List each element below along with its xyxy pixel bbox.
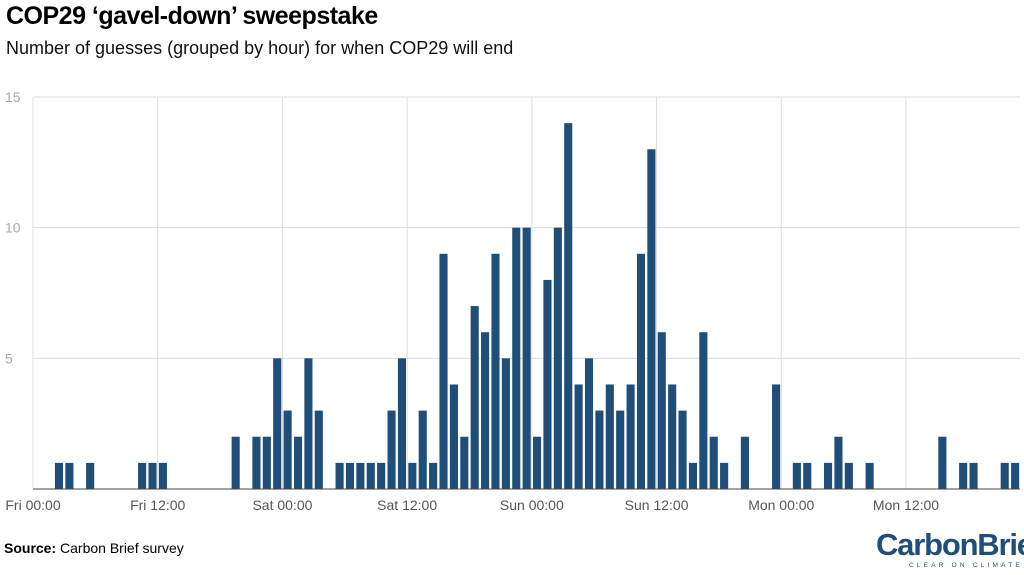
bar[interactable] <box>740 436 749 489</box>
source-text: Carbon Brief survey <box>60 540 184 556</box>
bar[interactable] <box>543 279 552 489</box>
bar[interactable] <box>345 462 355 489</box>
bar[interactable] <box>844 462 853 489</box>
bar[interactable] <box>636 253 646 489</box>
bar[interactable] <box>429 462 438 489</box>
bar[interactable] <box>657 332 666 489</box>
bar[interactable] <box>231 436 240 489</box>
y-tick-labels: 5 10 15 <box>5 89 21 366</box>
bar[interactable] <box>86 462 95 489</box>
bar[interactable] <box>408 462 417 489</box>
bar[interactable] <box>699 332 708 489</box>
y-tick-label: 5 <box>5 350 13 366</box>
bar[interactable] <box>439 253 448 489</box>
x-tick-label: Sun 00:00 <box>500 497 564 513</box>
bar[interactable] <box>449 384 458 489</box>
bar[interactable] <box>65 462 74 489</box>
bar[interactable] <box>138 462 147 489</box>
bar[interactable] <box>668 384 677 489</box>
bar[interactable] <box>397 358 406 489</box>
x-tick-label: Sat 00:00 <box>252 497 312 513</box>
bar[interactable] <box>387 410 396 489</box>
bar[interactable] <box>720 462 729 489</box>
source-note: Source: Carbon Brief survey <box>4 540 184 556</box>
bar[interactable] <box>678 410 687 489</box>
bar-chart: 5 10 15 Fri 00:00 Fri 12:00 Sat 00:00 Sat 12:… <box>5 89 1020 513</box>
bar[interactable] <box>460 436 469 489</box>
bar[interactable] <box>522 227 531 490</box>
x-tick-label: Mon 00:00 <box>748 497 814 513</box>
bar[interactable] <box>574 384 583 489</box>
bar[interactable] <box>969 462 978 489</box>
bar[interactable] <box>959 462 968 489</box>
bar[interactable] <box>584 358 594 489</box>
bar[interactable] <box>335 462 344 489</box>
bar[interactable] <box>564 123 573 489</box>
chart-subtitle: Number of guesses (grouped by hour) for … <box>6 38 514 58</box>
bar[interactable] <box>709 436 718 489</box>
bar[interactable] <box>865 462 874 489</box>
bar[interactable] <box>481 332 490 489</box>
x-tick-label: Fri 00:00 <box>5 497 60 513</box>
bar[interactable] <box>605 384 614 489</box>
bar[interactable] <box>772 384 781 489</box>
bar[interactable] <box>252 436 261 489</box>
chart-title: COP29 ‘gavel-down’ sweepstake <box>6 2 378 30</box>
bar[interactable] <box>470 306 479 489</box>
x-tick-label: Sat 12:00 <box>377 497 437 513</box>
bar[interactable] <box>1000 462 1009 489</box>
bar[interactable] <box>616 410 625 489</box>
bar[interactable] <box>688 462 697 489</box>
x-tick-label: Sun 12:00 <box>625 497 689 513</box>
logo-tagline: CLEAR ON CLIMATE <box>909 562 1023 569</box>
bar[interactable] <box>283 410 292 489</box>
bar[interactable] <box>824 462 833 489</box>
bar[interactable] <box>293 436 303 489</box>
bar[interactable] <box>273 358 282 489</box>
bar[interactable] <box>938 436 947 489</box>
bar[interactable] <box>158 462 167 489</box>
bar[interactable] <box>834 436 843 489</box>
bar[interactable] <box>262 436 271 489</box>
y-tick-label: 15 <box>5 89 21 105</box>
bar[interactable] <box>803 462 812 489</box>
bar[interactable] <box>792 462 801 489</box>
source-label: Source: <box>4 540 57 556</box>
bar[interactable] <box>533 436 542 489</box>
bar[interactable] <box>647 149 656 489</box>
bar[interactable] <box>148 462 157 489</box>
gridlines <box>32 96 1020 489</box>
bar[interactable] <box>418 410 427 489</box>
y-tick-label: 10 <box>5 220 21 236</box>
x-tick-label: Fri 12:00 <box>130 497 185 513</box>
bar[interactable] <box>491 253 500 489</box>
bar[interactable] <box>1011 462 1020 489</box>
bar[interactable] <box>501 358 510 489</box>
bar[interactable] <box>512 227 521 490</box>
x-tick-label: Mon 12:00 <box>873 497 939 513</box>
x-tick-labels: Fri 00:00 Fri 12:00 Sat 00:00 Sat 12:00 Sun … <box>5 497 939 513</box>
bar[interactable] <box>553 227 562 490</box>
bar[interactable] <box>626 384 635 489</box>
bar[interactable] <box>366 462 375 489</box>
bars <box>54 123 1020 490</box>
bar[interactable] <box>304 358 313 489</box>
bar[interactable] <box>356 462 365 489</box>
bar[interactable] <box>377 462 386 489</box>
bar[interactable] <box>54 462 64 489</box>
bar[interactable] <box>314 410 323 489</box>
bar[interactable] <box>595 410 604 489</box>
